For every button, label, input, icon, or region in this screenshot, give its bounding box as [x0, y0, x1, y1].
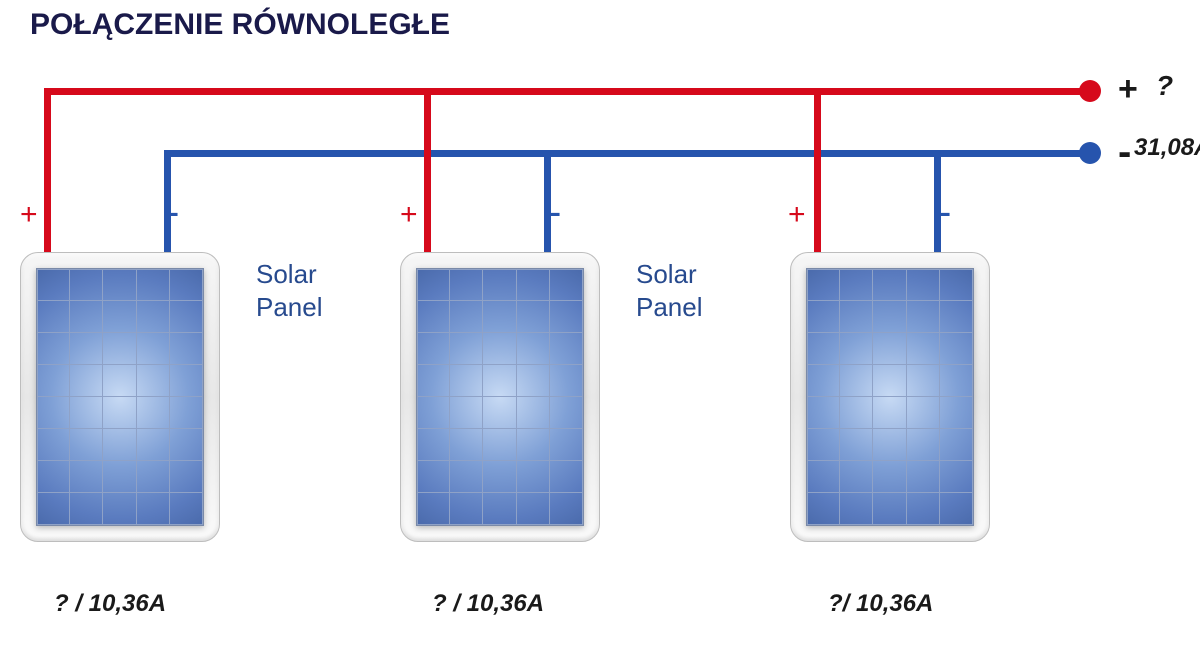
negative-terminal-sign: - — [1118, 132, 1131, 172]
positive-terminal-value: ? — [1156, 72, 1173, 100]
positive-terminal-sign: + — [1118, 72, 1138, 106]
negative-terminal-value: 31,08A — [1134, 136, 1200, 160]
solar-panel — [20, 252, 220, 542]
panel-positive-lead — [814, 88, 821, 256]
panel-positive-sign: + — [20, 200, 38, 230]
panel-rating: ?/ 10,36A — [828, 590, 933, 618]
panel-negative-sign: - — [548, 192, 561, 232]
panel-negative-sign: - — [166, 192, 179, 232]
positive-busbar — [44, 88, 1090, 95]
panel-positive-lead — [44, 88, 51, 256]
panel-rating: ? / 10,36A — [54, 590, 166, 618]
negative-terminal — [1079, 142, 1101, 164]
solar-panel-label: SolarPanel — [256, 258, 323, 323]
panel-rating: ? / 10,36A — [432, 590, 544, 618]
negative-busbar — [164, 150, 1090, 157]
solar-panel-label: SolarPanel — [636, 258, 703, 323]
panel-positive-sign: + — [400, 200, 418, 230]
solar-panel — [400, 252, 600, 542]
positive-terminal — [1079, 80, 1101, 102]
solar-panel — [790, 252, 990, 542]
panel-positive-lead — [424, 88, 431, 256]
diagram-title: POŁĄCZENIE RÓWNOLEGŁE — [30, 8, 450, 42]
panel-negative-sign: - — [938, 192, 951, 232]
panel-positive-sign: + — [788, 200, 806, 230]
